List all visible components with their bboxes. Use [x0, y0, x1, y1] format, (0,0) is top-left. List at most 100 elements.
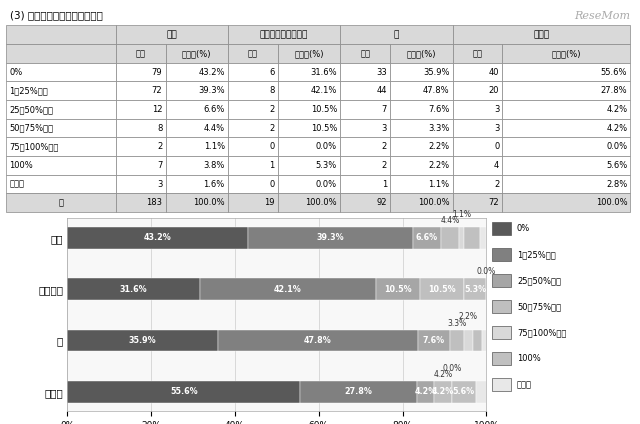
Bar [502, 44, 630, 63]
Text: 55.6%: 55.6% [170, 387, 198, 396]
Bar [6, 25, 116, 44]
Bar [278, 137, 340, 156]
Text: 8: 8 [157, 123, 163, 133]
Text: 4.2%: 4.2% [432, 387, 454, 396]
Bar [420, 279, 464, 300]
Bar [278, 81, 340, 100]
Text: 2: 2 [494, 179, 499, 189]
Bar [166, 137, 228, 156]
Bar [116, 100, 166, 119]
Text: 2: 2 [157, 142, 163, 151]
Text: 100%: 100% [517, 354, 541, 363]
Text: 7.6%: 7.6% [428, 105, 449, 114]
Bar [166, 63, 228, 81]
Bar [418, 330, 450, 351]
Bar [166, 193, 228, 212]
Bar [502, 63, 630, 81]
Bar [441, 227, 459, 248]
Text: 実数: 実数 [136, 49, 145, 58]
Bar [278, 63, 340, 81]
Bar [390, 44, 452, 63]
Bar [482, 330, 487, 351]
Bar [452, 119, 502, 137]
Bar [228, 44, 278, 63]
Text: 1.1%: 1.1% [428, 179, 449, 189]
Bar [493, 326, 511, 339]
Text: 10.5%: 10.5% [385, 285, 412, 294]
Text: 6.6%: 6.6% [416, 233, 438, 243]
Text: 79: 79 [152, 67, 163, 77]
Text: 4: 4 [494, 161, 499, 170]
Bar [67, 227, 248, 248]
Bar [166, 119, 228, 137]
Text: 100%: 100% [10, 161, 33, 170]
Bar [464, 227, 480, 248]
Bar [376, 279, 420, 300]
Text: 2: 2 [269, 123, 275, 133]
Text: 2: 2 [382, 142, 387, 151]
Bar [452, 137, 502, 156]
Bar [390, 193, 452, 212]
Text: 10.5%: 10.5% [311, 105, 337, 114]
Text: 7: 7 [157, 161, 163, 170]
Bar [417, 381, 435, 402]
Text: 0: 0 [269, 142, 275, 151]
Bar [218, 330, 418, 351]
Text: 50～75%未満: 50～75%未満 [517, 302, 561, 311]
Text: 27.8%: 27.8% [344, 387, 372, 396]
Bar [502, 175, 630, 193]
Text: 構成比(%): 構成比(%) [294, 49, 324, 58]
Bar [464, 279, 486, 300]
Text: 183: 183 [147, 198, 163, 207]
Text: 92: 92 [376, 198, 387, 207]
Bar [502, 119, 630, 137]
Text: 2.8%: 2.8% [606, 179, 627, 189]
Text: 8: 8 [269, 86, 275, 95]
Text: 1: 1 [269, 161, 275, 170]
Text: 3: 3 [381, 123, 387, 133]
Bar [6, 175, 116, 193]
Text: 35.9%: 35.9% [423, 67, 449, 77]
Text: 4.2%: 4.2% [606, 123, 627, 133]
Bar [435, 381, 452, 402]
Text: 5.3%: 5.3% [316, 161, 337, 170]
Bar [493, 300, 511, 313]
Bar [228, 119, 278, 137]
Bar [228, 25, 340, 44]
Bar [340, 63, 390, 81]
Bar [340, 193, 390, 212]
Bar [278, 193, 340, 212]
Text: 3: 3 [494, 123, 499, 133]
Bar [340, 156, 390, 175]
Text: 町・村: 町・村 [533, 30, 550, 39]
Text: 19: 19 [264, 198, 275, 207]
Bar [116, 119, 166, 137]
Text: 20: 20 [489, 86, 499, 95]
Bar [452, 156, 502, 175]
Text: 42.1%: 42.1% [274, 285, 302, 294]
Text: 40: 40 [489, 67, 499, 77]
Text: 3: 3 [494, 105, 499, 114]
Text: 4.2%: 4.2% [415, 387, 436, 396]
Bar [493, 248, 511, 261]
Bar [6, 81, 116, 100]
Text: 3: 3 [157, 179, 163, 189]
Text: 無回答: 無回答 [10, 179, 24, 189]
Text: 43.2%: 43.2% [198, 67, 225, 77]
Text: 0.0%: 0.0% [606, 142, 627, 151]
Text: 100.0%: 100.0% [596, 198, 627, 207]
Text: 35.9%: 35.9% [129, 336, 156, 345]
Bar [340, 44, 390, 63]
Bar [228, 100, 278, 119]
Bar [493, 222, 511, 235]
Text: 実数: 実数 [472, 49, 483, 58]
Bar [452, 25, 630, 44]
Text: 4.4%: 4.4% [440, 216, 460, 225]
Bar [493, 274, 511, 287]
Bar [6, 100, 116, 119]
Bar [116, 25, 228, 44]
Bar [67, 279, 200, 300]
Bar [390, 175, 452, 193]
Text: 0: 0 [269, 179, 275, 189]
Text: 5.3%: 5.3% [464, 285, 486, 294]
